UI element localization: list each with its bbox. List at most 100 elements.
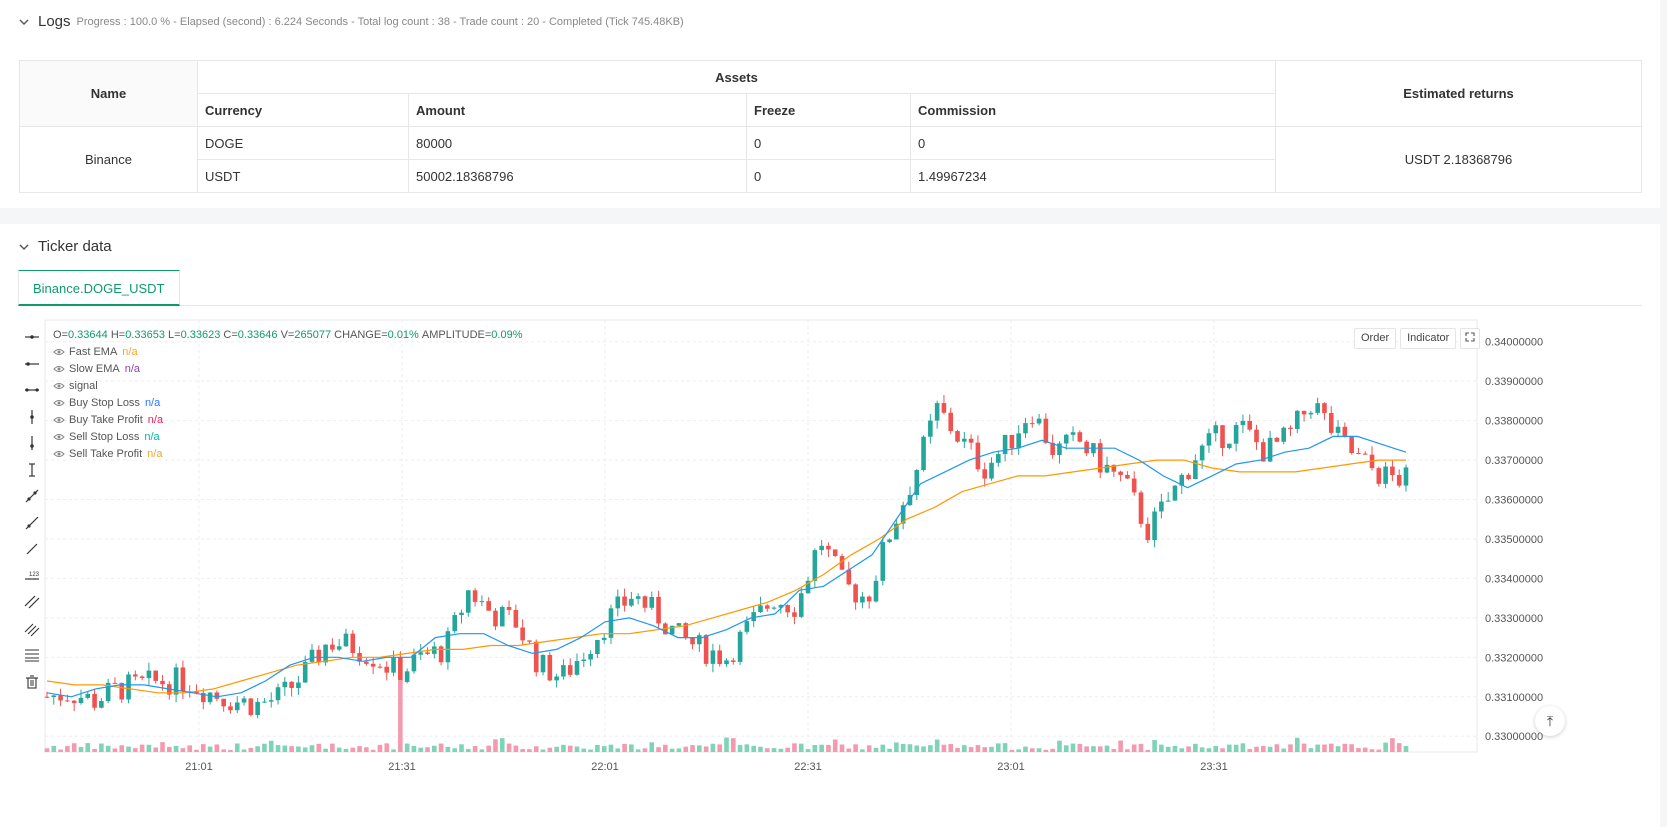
volume-bar [1070, 743, 1076, 752]
candle-body [1274, 437, 1280, 442]
candle-body [574, 661, 580, 675]
volume-bar [792, 743, 797, 752]
volume-bar [71, 743, 77, 752]
candle-body [105, 682, 111, 702]
volume-bar [1199, 747, 1205, 752]
slow-ema-line [46, 459, 1406, 694]
candle-body [1029, 423, 1035, 425]
candle-body [92, 693, 97, 708]
vertical-ray-icon[interactable] [20, 457, 44, 484]
candle-body [1009, 434, 1015, 449]
candle-body [676, 623, 682, 626]
volume-bar [425, 747, 430, 752]
volume-bar [900, 743, 906, 752]
trash-icon[interactable] [20, 669, 44, 696]
volume-bar [1383, 742, 1388, 752]
candle-body [499, 606, 505, 627]
volume-bar [649, 742, 655, 752]
ticker-header[interactable]: Ticker data [18, 238, 112, 255]
chevron-down-icon[interactable] [18, 241, 30, 253]
fib-lines-icon[interactable] [20, 642, 44, 669]
logs-header[interactable]: Logs Progress : 100.0 % - Elapsed (secon… [18, 13, 684, 30]
trend-line-icon[interactable] [20, 483, 44, 510]
volume-bar [357, 746, 362, 752]
candle-body [533, 641, 539, 673]
eye-icon[interactable] [53, 399, 65, 407]
price-label-icon[interactable]: 123 [20, 563, 44, 590]
volume-bar [629, 744, 634, 752]
eye-icon[interactable] [53, 433, 65, 441]
legend-item[interactable]: Buy Stop Loss n/a [53, 394, 523, 411]
legend-item[interactable]: Fast EMA n/a [53, 343, 523, 360]
extended-line-icon[interactable] [20, 377, 44, 404]
eye-icon[interactable] [53, 348, 65, 356]
y-tick-label: 0.33400000 [1485, 573, 1543, 585]
horizontal-line-icon[interactable] [20, 324, 44, 351]
volume-bar [126, 746, 131, 752]
candle-body [316, 649, 322, 663]
volume-bar [581, 748, 587, 752]
ray-line-icon[interactable] [20, 510, 44, 537]
volume-bar [1233, 744, 1239, 752]
volume-bar [187, 745, 192, 752]
volume-bar [146, 744, 152, 752]
vertical-segment-icon[interactable] [20, 430, 44, 457]
indicator-button[interactable]: Indicator [1400, 328, 1457, 349]
candle-body [112, 682, 118, 684]
pitchfork-icon[interactable] [20, 616, 44, 643]
amount-cell: 80000 [408, 126, 747, 160]
candle-body [465, 590, 471, 613]
volume-bar [438, 743, 444, 752]
tab-binance-doge-usdt[interactable]: Binance.DOGE_USDT [18, 270, 180, 306]
candle-body [1403, 467, 1409, 486]
order-button[interactable]: Order [1354, 328, 1397, 349]
candle-body [581, 659, 587, 662]
volume-bar [1356, 748, 1361, 752]
candle-body [1199, 445, 1205, 461]
eye-icon[interactable] [53, 365, 65, 373]
candle-body [377, 666, 383, 668]
freeze-cell: 0 [746, 159, 911, 193]
legend-item[interactable]: Slow EMA n/a [53, 360, 523, 377]
candlestick-chart[interactable]: 0.34000000 0.33900000 0.33800000 0.33700000… [0, 224, 1660, 827]
volume-bar [1390, 738, 1395, 752]
candle-body [887, 539, 892, 543]
horizontal-ray-icon[interactable] [20, 351, 44, 378]
candle-body [730, 660, 736, 662]
volume-bar [336, 747, 342, 752]
candle-body [724, 660, 729, 664]
volume-bar [221, 749, 226, 752]
legend-item[interactable]: Sell Stop Loss n/a [53, 428, 523, 445]
candle-body [1362, 453, 1368, 455]
volume-bar [948, 743, 954, 752]
volume-bar [1138, 743, 1144, 752]
fullscreen-icon[interactable] [1460, 328, 1481, 349]
candle-body [798, 593, 804, 617]
volume-bar [1322, 744, 1327, 752]
vertical-line-icon[interactable] [20, 404, 44, 431]
candle-body [1342, 426, 1348, 437]
eye-icon[interactable] [53, 382, 65, 390]
legend-item[interactable]: Buy Take Profit n/a [53, 411, 523, 428]
candle-body [1240, 420, 1246, 426]
scroll-to-latest-button[interactable]: ⤒ [1535, 706, 1565, 736]
candle-body [982, 469, 988, 479]
y-tick-label: 0.33100000 [1485, 692, 1543, 704]
chevron-down-icon[interactable] [18, 16, 30, 28]
candle-body [921, 436, 926, 471]
legend-item[interactable]: Sell Take Profit n/a [53, 445, 523, 462]
volume-bar [1091, 746, 1096, 752]
candle-body [1111, 464, 1117, 472]
volume-bar [894, 742, 899, 752]
legend-item[interactable]: signal [53, 377, 523, 394]
candle-body [493, 610, 498, 627]
volume-bar [730, 738, 736, 752]
ticker-panel: Ticker data Binance.DOGE_USDT 0.34000000… [0, 224, 1660, 827]
volume-bar [289, 746, 294, 752]
volume-bar [771, 748, 777, 752]
parallel-channel-icon[interactable] [20, 589, 44, 616]
candle-body [234, 702, 240, 711]
segment-icon[interactable] [20, 536, 44, 563]
eye-icon[interactable] [53, 450, 65, 458]
eye-icon[interactable] [53, 416, 65, 424]
